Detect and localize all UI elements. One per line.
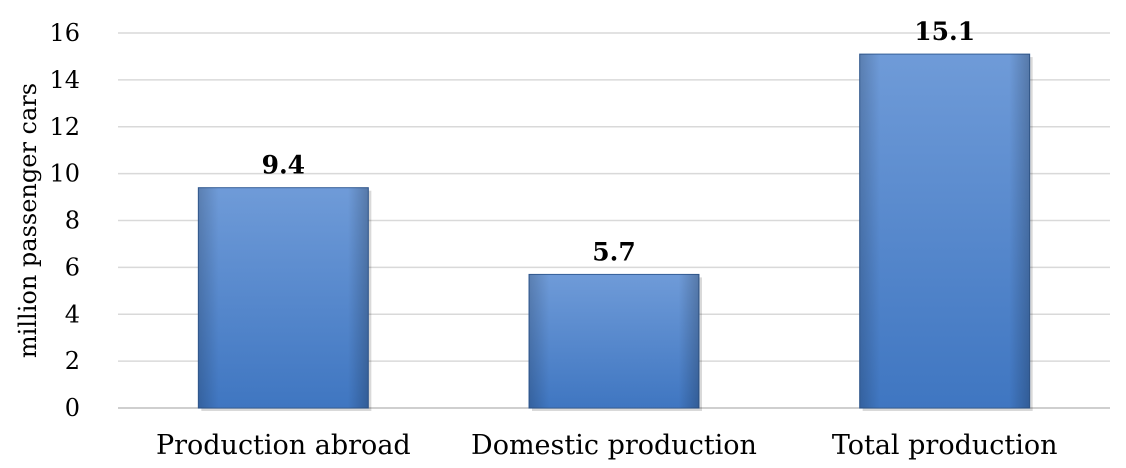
y-tick-label: 0 bbox=[65, 394, 80, 422]
y-axis-ticks: 0 2 4 6 8 10 12 14 16 bbox=[49, 19, 80, 422]
data-label: 5.7 bbox=[592, 237, 636, 266]
x-category-label: Production abroad bbox=[156, 430, 411, 461]
y-axis-title: million passenger cars bbox=[14, 83, 42, 358]
bar-shading bbox=[198, 187, 369, 408]
data-labels: 9.4 5.7 15.1 bbox=[262, 17, 976, 266]
bars bbox=[197, 53, 1033, 411]
y-tick-label: 8 bbox=[65, 207, 80, 235]
y-tick-label: 12 bbox=[49, 113, 80, 141]
data-label: 9.4 bbox=[262, 151, 306, 180]
bar-group bbox=[197, 187, 372, 411]
y-tick-label: 2 bbox=[65, 347, 80, 375]
bar-group bbox=[528, 273, 702, 411]
y-tick-label: 14 bbox=[49, 66, 80, 94]
data-label: 15.1 bbox=[914, 17, 975, 46]
bar-group bbox=[859, 53, 1033, 411]
x-category-label: Domestic production bbox=[471, 430, 757, 461]
bar-shading bbox=[529, 274, 699, 408]
x-axis-categories: Production abroad Domestic production Tota… bbox=[156, 430, 1058, 461]
bar-shading bbox=[859, 54, 1030, 408]
y-tick-label: 16 bbox=[49, 19, 80, 47]
y-tick-label: 6 bbox=[65, 253, 80, 281]
y-tick-label: 4 bbox=[65, 300, 80, 328]
y-tick-label: 10 bbox=[49, 160, 80, 188]
x-category-label: Total production bbox=[832, 430, 1058, 461]
